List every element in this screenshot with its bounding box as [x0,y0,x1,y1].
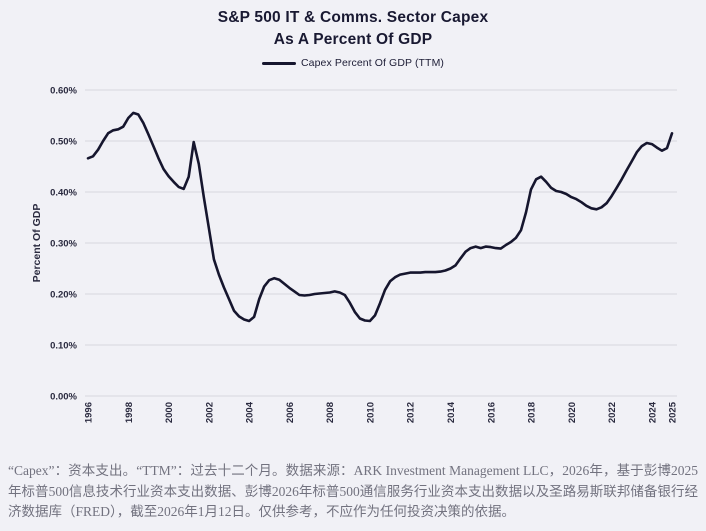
x-tick-label: 2012 [406,402,417,423]
x-tick-label: 2014 [446,401,457,423]
y-tick-label: 0.10% [50,341,77,352]
legend-line-swatch [261,61,296,65]
x-tick-label: 2022 [607,402,618,423]
x-tick-label: 2002 [204,402,215,423]
line-chart: 0.00% 0.10% 0.20% 0.30% 0.40% 0.50% 0.60% 1996 1… [31,86,679,424]
chart-title: S&P 500 IT & Comms. Sector Capex As A Pe… [0,7,706,51]
x-tick-label: 2000 [164,402,175,423]
y-tick-label: 0.30% [50,239,77,250]
x-tick-label: 2004 [245,401,256,423]
x-tick-label: 2016 [486,402,497,423]
chart-title-line1: S&P 500 IT & Comms. Sector Capex [217,9,489,26]
x-tick-label: 1998 [124,402,135,423]
capex-percent-gdp-line [86,111,674,323]
x-tick-label: 1996 [84,402,95,423]
x-tick-label: 2006 [285,402,296,423]
x-tick-label: 2025 [668,401,679,423]
y-axis-title: Percent Of GDP [31,204,43,283]
legend-label: Capex Percent Of GDP (TTM) [300,57,445,69]
y-tick-label: 0.00% [50,392,77,403]
x-tick-label: 2018 [527,402,538,423]
chart-title-line2: As A Percent Of GDP [273,31,433,48]
x-tick-label: 2008 [325,402,336,423]
y-tick-label: 0.60% [50,86,77,97]
source-footnote: “Capex”：资本支出。“TTM”：过去十二个月。数据来源：ARK Inves… [8,463,698,519]
y-tick-label: 0.50% [50,137,77,148]
x-tick-label: 2010 [365,402,376,423]
y-tick-label: 0.20% [50,290,77,301]
x-tick-label: 2020 [567,402,578,423]
y-tick-label: 0.40% [50,188,77,199]
legend: Capex Percent Of GDP (TTM) [0,56,706,70]
x-tick-label: 2024 [647,401,658,423]
